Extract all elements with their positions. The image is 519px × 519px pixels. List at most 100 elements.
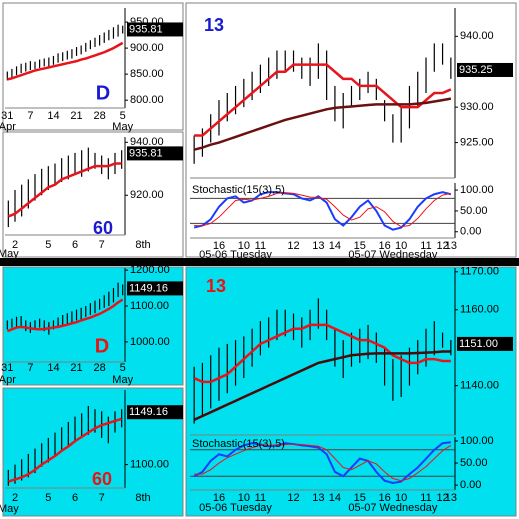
y-tick-label: 50.00	[460, 205, 488, 217]
y-tick-label: 100.00	[460, 435, 494, 447]
last-price-label: 935.81	[129, 147, 163, 159]
moving-average	[7, 417, 123, 483]
y-tick-label: 900.00	[130, 42, 164, 54]
chart-label: 60	[93, 218, 113, 238]
x-tick-label: 15	[354, 240, 366, 252]
last-price-box	[127, 405, 183, 420]
x-period-label: May	[0, 503, 19, 515]
y-tick-label: 50.00	[460, 457, 488, 469]
x-tick-label: 2	[12, 239, 18, 251]
x-tick-label: 14	[47, 110, 59, 122]
x-tick-label: 10	[395, 492, 407, 504]
x-tick-label: 5	[45, 239, 51, 251]
y-tick-label: 1100.00	[130, 300, 169, 312]
x-tick-label: 6	[72, 239, 78, 251]
last-price-box	[127, 22, 183, 37]
y-tick-label: 1000.00	[130, 336, 170, 348]
x-period-label: May	[112, 121, 133, 133]
x-tick-label: 11	[255, 240, 266, 252]
y-tick-label: 940.00	[460, 30, 494, 42]
last-price-label: 1149.16	[129, 406, 168, 418]
x-tick-label: 7	[27, 110, 33, 122]
last-price-box	[127, 281, 183, 296]
x-period-label: May	[0, 248, 19, 260]
x-tick-label: 13	[312, 240, 324, 252]
y-tick-label: 800.00	[130, 94, 164, 106]
x-tick-label: 7	[27, 362, 33, 374]
last-price-label: 1151.00	[459, 338, 498, 350]
x-tick-label: 11	[420, 240, 431, 252]
x-tick-label: 5	[120, 362, 126, 374]
chart-label: 60	[92, 469, 112, 489]
chart-label: D	[96, 82, 110, 104]
panel	[185, 266, 517, 517]
y-tick-label: 0.00	[460, 479, 481, 491]
y-tick-label: 100.00	[460, 184, 494, 196]
y-tick-label: 920.00	[130, 189, 164, 201]
moving-average	[6, 298, 124, 333]
x-tick-label: 31	[1, 362, 13, 374]
x-tick-label: 11	[255, 492, 266, 504]
x-tick-label: 7	[99, 492, 105, 504]
moving-average	[7, 41, 124, 81]
x-tick-label: 13	[312, 492, 324, 504]
x-tick-label: 28	[93, 362, 105, 374]
indicator-label: Stochastic(15(3),5)	[192, 184, 285, 196]
moving-average	[7, 162, 122, 218]
x-tick-label: 14	[47, 362, 59, 374]
chart-label: 13	[204, 15, 224, 35]
indicator-label: Stochastic(15(3),5)	[192, 438, 285, 450]
y-tick-label: 1200.00	[130, 264, 170, 276]
moving-average	[193, 97, 452, 151]
x-tick-label: 16	[213, 240, 225, 252]
moving-average	[193, 350, 451, 421]
x-tick-label: 12	[436, 240, 448, 252]
y-tick-label: 940.00	[130, 136, 164, 148]
x-tick-label: 31	[1, 110, 13, 122]
x-tick-label: 16	[213, 492, 225, 504]
y-tick-label: 850.00	[130, 68, 164, 80]
x-period-label: Apr	[0, 374, 16, 386]
last-price-box	[457, 62, 513, 77]
x-tick-label: 10	[238, 240, 250, 252]
x-axis-note: 8th	[135, 492, 150, 504]
x-tick-label: 12	[436, 492, 448, 504]
x-tick-label: 16	[378, 240, 390, 252]
y-tick-label: 1100.00	[130, 458, 169, 470]
x-tick-label: 13	[445, 492, 457, 504]
stochastic-line	[194, 443, 452, 482]
x-period-label: 05-07 Wednesday	[348, 502, 438, 514]
x-tick-label: 16	[378, 492, 390, 504]
chart-label: D	[95, 335, 109, 357]
y-tick-label: 1170.00	[460, 266, 499, 278]
chart-label: 13	[206, 276, 226, 296]
y-tick-label: 1140.00	[460, 380, 499, 392]
x-period-label: 05-06 Tuesday	[199, 249, 272, 261]
x-tick-label: 11	[420, 492, 431, 504]
x-tick-label: 14	[329, 240, 341, 252]
last-price-box	[127, 146, 183, 161]
x-tick-label: 12	[287, 492, 299, 504]
last-price-label: 935.25	[459, 64, 493, 76]
x-tick-label: 13	[445, 240, 457, 252]
x-period-label: May	[112, 374, 133, 386]
x-tick-label: 10	[238, 492, 250, 504]
y-tick-label: 0.00	[460, 226, 481, 238]
x-tick-label: 2	[12, 492, 18, 504]
x-period-label: 05-07 Wednesday	[348, 249, 438, 261]
x-tick-label: 28	[93, 110, 105, 122]
x-tick-label: 21	[70, 362, 82, 374]
stochastic-line	[193, 441, 451, 484]
x-tick-label: 14	[329, 492, 341, 504]
moving-average	[194, 63, 452, 137]
last-price-box	[457, 336, 513, 351]
stochastic-line	[193, 191, 452, 231]
last-price-label: 1149.16	[129, 282, 168, 294]
x-tick-label: 12	[287, 240, 299, 252]
x-tick-label: 5	[45, 492, 51, 504]
y-tick-label: 1160.00	[460, 304, 499, 316]
x-tick-label: 5	[120, 110, 126, 122]
x-tick-label: 21	[70, 110, 82, 122]
x-axis-note: 8th	[135, 239, 150, 251]
